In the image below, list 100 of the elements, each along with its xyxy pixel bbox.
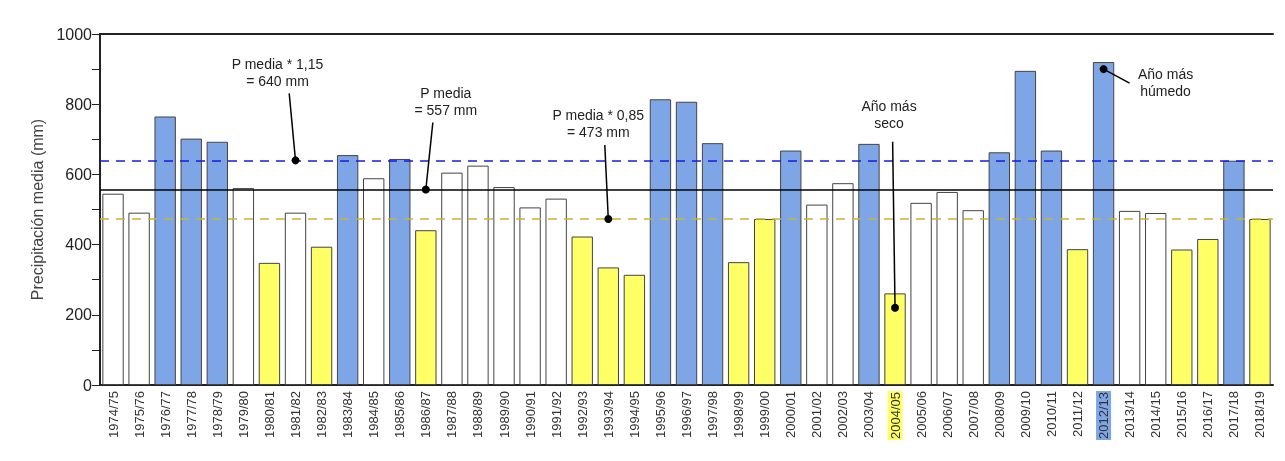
x-tick-label: 1986/87 bbox=[418, 391, 434, 438]
bar bbox=[597, 267, 619, 385]
x-tick-label: 2007/08 bbox=[965, 391, 981, 438]
x-tick-label: 1988/89 bbox=[470, 391, 486, 438]
x-tick-label: 2016/17 bbox=[1200, 391, 1216, 438]
x-tick-label: 1994/95 bbox=[626, 391, 642, 438]
bar bbox=[701, 143, 724, 385]
bar bbox=[988, 152, 1010, 385]
bar bbox=[128, 212, 150, 385]
bar bbox=[493, 187, 515, 385]
x-tick-label: 2017/18 bbox=[1226, 391, 1242, 438]
bar bbox=[936, 191, 958, 385]
x-tick-label: 1978/79 bbox=[209, 391, 225, 438]
x-tick-label: 1997/98 bbox=[705, 391, 721, 438]
bar bbox=[858, 143, 880, 385]
bar bbox=[1040, 150, 1063, 385]
bar bbox=[884, 293, 906, 385]
x-tick-label: 2015/16 bbox=[1174, 391, 1190, 438]
bar bbox=[232, 188, 255, 385]
bar bbox=[1197, 238, 1219, 385]
bar bbox=[102, 193, 124, 385]
bar bbox=[1014, 70, 1037, 385]
annotation: Año más seco bbox=[861, 98, 917, 132]
bar bbox=[310, 246, 333, 385]
bar bbox=[180, 138, 202, 385]
y-axis-title: Precipitación media (mm) bbox=[29, 118, 47, 301]
bar bbox=[571, 236, 593, 385]
y-tick-label: 600 bbox=[65, 165, 93, 183]
x-tick-label: 1974/75 bbox=[105, 391, 121, 438]
y-tick-label: 1000 bbox=[56, 25, 93, 43]
bar bbox=[441, 172, 463, 385]
bar bbox=[363, 178, 385, 385]
x-tick-label: 1984/85 bbox=[366, 391, 382, 438]
x-tick-label: 1975/76 bbox=[131, 391, 147, 438]
bar bbox=[780, 150, 802, 385]
y-tick-label: 0 bbox=[83, 376, 93, 394]
x-tick-label: 2012/13 bbox=[1096, 392, 1112, 439]
x-tick-label: 1981/82 bbox=[288, 391, 303, 438]
bar bbox=[623, 274, 646, 385]
bar bbox=[284, 212, 307, 385]
x-tick-label: 2013/14 bbox=[1122, 391, 1138, 438]
bar bbox=[1223, 160, 1245, 385]
x-tick-label: 1977/78 bbox=[183, 391, 199, 438]
x-tick-label: 2005/06 bbox=[913, 391, 929, 438]
x-tick-label: 2014/15 bbox=[1148, 391, 1164, 438]
x-tick-label: 2009/10 bbox=[1017, 391, 1033, 438]
bar bbox=[962, 210, 984, 385]
x-tick-label: 2011/12 bbox=[1070, 391, 1085, 438]
annotation: Año más húmedo bbox=[1137, 65, 1194, 99]
x-tick-label: 2000/01 bbox=[783, 391, 799, 438]
bar bbox=[754, 218, 776, 385]
bar bbox=[389, 158, 411, 385]
bar bbox=[258, 262, 281, 385]
bar bbox=[727, 262, 750, 385]
x-tick-label: 1980/81 bbox=[261, 391, 277, 438]
bar bbox=[519, 207, 541, 385]
x-tick-label: 1987/88 bbox=[444, 391, 460, 438]
x-tick-label: 1992/93 bbox=[574, 391, 590, 438]
x-tick-label: 2001/02 bbox=[809, 391, 825, 438]
bar bbox=[675, 101, 698, 385]
x-tick-label: 1995/96 bbox=[652, 391, 668, 438]
y-tick-label: 200 bbox=[65, 306, 93, 324]
x-tick-label: 2010/11 bbox=[1043, 391, 1059, 438]
bar bbox=[832, 183, 854, 385]
x-tick-label: 1989/90 bbox=[496, 391, 512, 438]
x-tick-label: 1982/83 bbox=[314, 391, 330, 438]
x-tick-label: 2004/05 bbox=[887, 392, 903, 439]
ref-line-label: P media * 1,15 = 640 mm bbox=[231, 55, 324, 89]
x-tick-label: 1979/80 bbox=[235, 391, 251, 438]
x-tick-label: 1998/99 bbox=[731, 391, 747, 438]
bar bbox=[1118, 210, 1141, 385]
bar bbox=[206, 141, 228, 385]
x-tick-label: 1990/91 bbox=[522, 391, 538, 438]
bar bbox=[1171, 249, 1193, 385]
bar bbox=[806, 204, 828, 385]
y-tick-label: 800 bbox=[65, 95, 93, 113]
x-tick-label: 2006/07 bbox=[939, 391, 955, 438]
bar bbox=[649, 99, 672, 385]
bar bbox=[415, 230, 437, 385]
x-tick-label: 1985/86 bbox=[392, 391, 408, 438]
bar bbox=[1249, 218, 1271, 385]
y-tick-label: 400 bbox=[65, 236, 93, 254]
bar bbox=[1092, 62, 1115, 385]
bar bbox=[467, 165, 489, 385]
x-tick-label: 1999/00 bbox=[757, 391, 773, 438]
bar bbox=[154, 116, 176, 385]
x-tick-label: 2018/19 bbox=[1252, 391, 1268, 438]
x-tick-label: 1983/84 bbox=[340, 391, 356, 438]
x-tick-label: 1993/94 bbox=[600, 391, 616, 438]
x-tick-label: 2002/03 bbox=[835, 391, 851, 438]
x-tick-label: 2008/09 bbox=[991, 391, 1007, 438]
bar bbox=[336, 155, 359, 385]
x-tick-label: 1991/92 bbox=[548, 391, 564, 438]
ref-line-label: P media = 557 mm bbox=[414, 84, 478, 118]
bar bbox=[1066, 249, 1089, 385]
bar bbox=[545, 198, 567, 385]
x-tick-label: 2003/04 bbox=[861, 391, 877, 438]
bar bbox=[910, 202, 932, 385]
x-tick-label: 1976/77 bbox=[157, 391, 173, 438]
bar bbox=[1145, 213, 1167, 385]
